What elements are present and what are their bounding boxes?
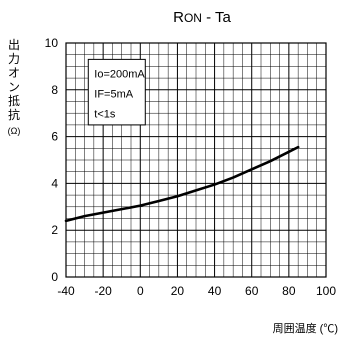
plot-frame [65, 42, 327, 278]
x-tick-label: -40 [57, 284, 75, 298]
x-tick-label: 100 [316, 284, 336, 298]
series-line-0 [64, 145, 300, 223]
x-tick-label: 80 [282, 284, 296, 298]
conditions-box [87, 58, 146, 126]
x-axis-label: 周囲温度 (℃) [273, 321, 338, 335]
x-tick-label: -20 [94, 284, 112, 298]
y-tick-labels: 0 2 4 6 8 10 [45, 36, 59, 284]
y-tick-label: 6 [51, 130, 58, 144]
y-tick-label: 10 [45, 36, 59, 50]
condition-label: t<1s [94, 108, 116, 120]
x-tick-label: 20 [171, 284, 185, 298]
y-tick-label: 8 [51, 83, 58, 97]
condition-label: Io=200mA [94, 68, 145, 80]
y-tick-label: 2 [51, 223, 58, 237]
x-tick-label: 40 [208, 284, 222, 298]
y-axis-label: 出力オン抵抗 (Ω) [7, 38, 21, 136]
series-layer [64, 145, 300, 223]
conditions-text: Io=200mA IF=5mA t<1s [94, 68, 145, 120]
y-tick-label: 4 [51, 176, 58, 190]
x-tick-label: 0 [137, 284, 144, 298]
chart-title: RON - Ta [173, 9, 231, 26]
condition-label: IF=5mA [94, 88, 133, 100]
x-tick-labels: -40 -20 0 20 40 60 80 100 [57, 284, 336, 298]
y-tick-label: 0 [51, 270, 58, 284]
x-tick-label: 60 [245, 284, 259, 298]
